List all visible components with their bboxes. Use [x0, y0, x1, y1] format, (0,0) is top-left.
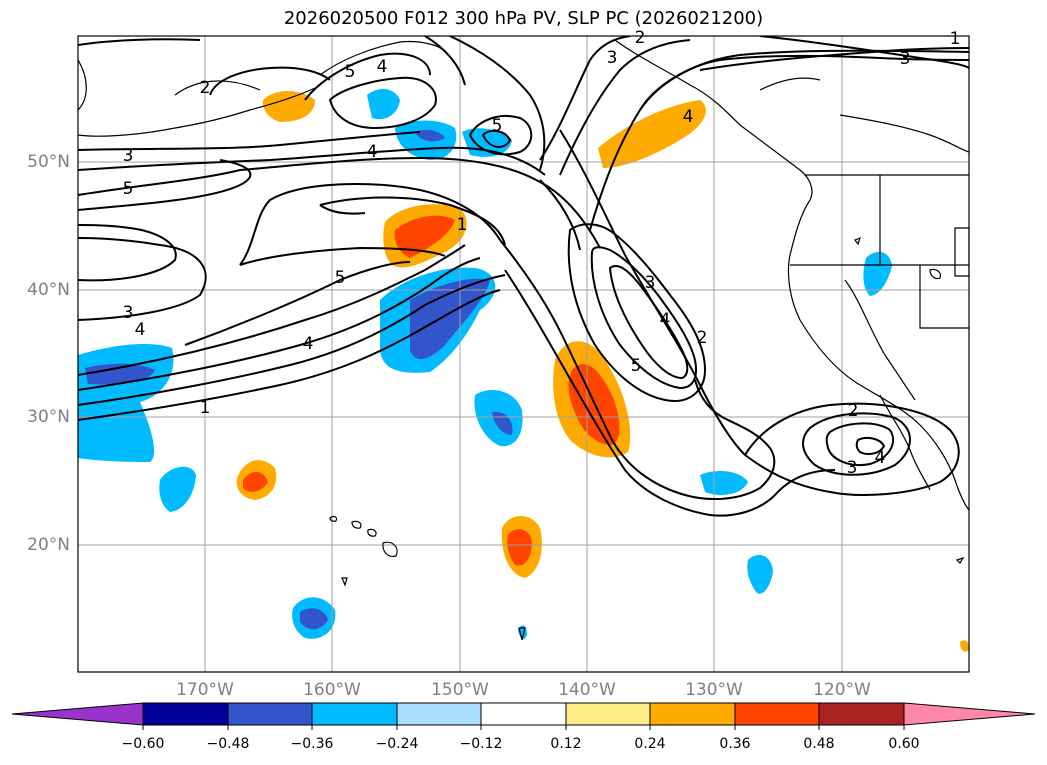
contour-label: 1 [950, 29, 961, 49]
lat-label-40n: 40°N [27, 280, 70, 300]
colorbar-tick-label: −0.12 [459, 736, 503, 752]
contour-label: 4 [367, 142, 378, 162]
colorbar-tick-label: 0.36 [719, 736, 751, 752]
lon-label-130w: 130°W [685, 680, 743, 700]
islands [329, 236, 965, 641]
lon-label-140w: 140°W [558, 680, 616, 700]
contour-label: 2 [635, 28, 646, 48]
contour-label: 2 [697, 328, 708, 348]
contour-label: 4 [303, 334, 314, 354]
lon-label-150w: 150°W [431, 680, 489, 700]
lon-label-170w: 170°W [176, 680, 234, 700]
contour-label: 3 [900, 49, 911, 69]
contour-label: 4 [683, 107, 694, 127]
colorbar-tick-label: 0.24 [634, 736, 666, 752]
lat-label-20n: 20°N [27, 535, 70, 555]
contour-label: 4 [660, 310, 671, 330]
map-frame [77, 35, 970, 673]
contour-label: 3 [607, 48, 618, 68]
contour-label: 3 [123, 303, 134, 323]
lat-label-30n: 30°N [27, 407, 70, 427]
contour-label: 3 [123, 146, 134, 166]
colorbar-tick-label: −0.48 [206, 736, 250, 752]
lat-label-50n: 50°N [27, 152, 70, 172]
contour-label: 4 [377, 57, 388, 77]
contour-label: 3 [645, 273, 656, 293]
map-title: 2026020500 F012 300 hPa PV, SLP PC (2026… [283, 8, 764, 29]
colorbar [11, 702, 1036, 726]
contour-label: 5 [335, 268, 346, 288]
contour-label: 4 [135, 320, 146, 340]
slp-contours [78, 36, 969, 517]
colorbar-tick-label: 0.12 [550, 736, 582, 752]
colorbar-tick-label: 0.48 [803, 736, 835, 752]
colorbar-tick-label: −0.24 [375, 736, 419, 752]
contour-label: 5 [123, 179, 134, 199]
colorbar-ticks [142, 725, 905, 730]
colorbar-tick-label: −0.60 [121, 736, 165, 752]
lon-label-160w: 160°W [303, 680, 361, 700]
contour-label: 2 [200, 78, 211, 98]
contour-label: 4 [875, 448, 886, 468]
contour-label: 1 [200, 398, 211, 418]
contour-labels: 1 2 3 4 5 3 4 5 4 5 5 4 3 2 3 4 5 2 3 4 … [123, 28, 961, 478]
colorbar-tick-label: 0.60 [888, 736, 920, 752]
contour-label: 2 [848, 401, 859, 421]
contour-label: 5 [492, 116, 503, 136]
colorbar-tick-label: −0.36 [290, 736, 334, 752]
contour-label: 5 [631, 356, 642, 376]
contour-label: 1 [457, 215, 468, 235]
contour-label: 5 [345, 62, 356, 82]
coastlines [78, 39, 969, 511]
contour-label: 3 [847, 458, 858, 478]
lon-label-120w: 120°W [813, 680, 871, 700]
